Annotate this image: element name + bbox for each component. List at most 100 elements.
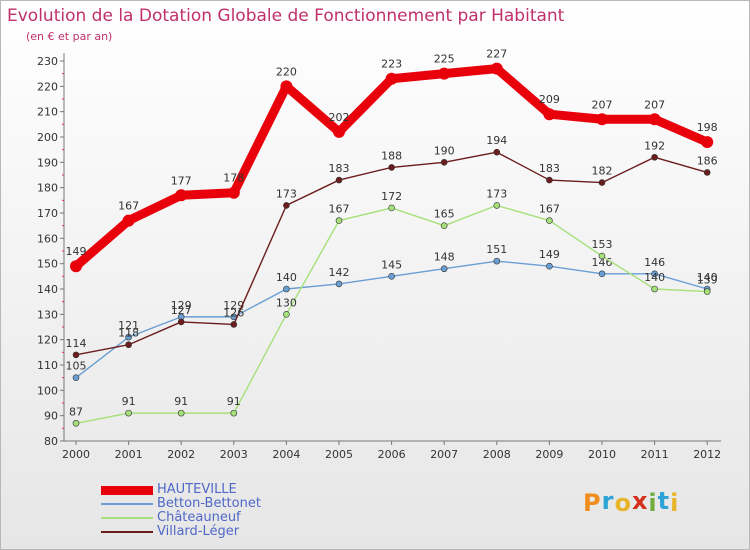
data-point [703,169,711,176]
logo-letter: i [670,489,680,517]
data-point [125,409,132,417]
legend-swatch [101,486,153,495]
y-tick-label: 130 [37,308,58,321]
data-label: 225 [434,53,455,66]
chart-subtitle: (en € et par an) [26,30,113,43]
data-point [546,217,553,224]
data-point [598,252,606,260]
y-tick-label: 140 [37,283,58,296]
data-label: 91 [122,395,136,408]
proxiti-logo: Proxiti [583,487,680,517]
data-point [493,202,501,209]
data-label: 227 [486,48,507,61]
data-label: 121 [118,319,139,332]
data-label: 130 [276,296,297,309]
data-point [385,72,398,85]
x-tick-label: 2006 [378,448,406,461]
y-tick-label: 80 [44,435,58,448]
y-tick-label: 210 [37,106,58,119]
data-point [388,164,395,171]
data-label: 165 [434,208,455,221]
data-label: 178 [223,172,244,185]
data-label: 149 [66,245,87,258]
data-label: 194 [486,134,507,147]
data-label: 91 [227,395,241,408]
x-tick-label: 2011 [641,448,669,461]
logo-letter: x [631,487,649,515]
data-label: 129 [223,299,244,312]
data-point [648,113,661,126]
data-point [703,288,711,295]
data-point [438,67,451,80]
logo-letter: r [601,487,615,515]
data-label: 149 [539,248,560,261]
data-point [283,285,290,293]
x-tick-label: 2010 [588,448,616,461]
data-point [335,280,343,288]
data-point [333,125,345,138]
data-label: 183 [539,162,560,175]
data-label: 186 [697,154,718,167]
data-point [490,62,503,75]
data-label: 177 [171,174,192,187]
data-label: 129 [171,299,192,312]
data-label: 167 [118,200,139,213]
data-point [493,257,501,265]
data-label: 172 [381,190,402,203]
data-point [175,189,188,202]
legend-label: Châteauneuf [157,510,241,525]
data-point [283,202,290,209]
legend-swatch [101,503,153,505]
data-point [651,153,658,161]
x-tick-label: 2002 [167,448,195,461]
x-tick-label: 2008 [483,448,511,461]
data-label: 198 [697,121,718,134]
data-point [280,80,293,93]
logo-letter: o [614,489,632,517]
x-tick-label: 2000 [62,448,90,461]
x-tick-label: 2005 [325,448,353,461]
data-point [177,409,185,417]
data-label: 140 [644,271,665,284]
data-point [543,108,556,121]
series-hauteville: 149 167 177 178 220 202 223 225 227 209 207 207 198 [66,48,718,273]
x-tick-label: 2001 [115,448,143,461]
data-label: 139 [697,274,718,287]
data-label: 146 [644,256,665,269]
data-label: 183 [329,162,350,175]
y-tick-label: 200 [37,131,58,144]
y-tick-label: 160 [37,232,58,245]
data-point [493,148,501,156]
x-tick-label: 2009 [535,448,563,461]
data-point [598,179,606,186]
data-point [546,262,553,270]
y-tick-label: 180 [37,182,58,195]
data-point [122,214,135,227]
data-label: 148 [434,251,455,264]
data-label: 173 [276,187,297,200]
data-label: 190 [434,144,455,157]
data-point [230,409,238,417]
data-label: 153 [592,238,613,251]
data-point [388,273,395,280]
data-label: 151 [486,243,507,256]
data-label: 87 [69,405,83,418]
data-label: 207 [644,98,665,111]
data-point [388,204,395,212]
data-label: 142 [329,266,350,279]
data-label: 127 [171,304,192,317]
x-tick-label: 2003 [220,448,248,461]
x-tick-label: 2007 [430,448,458,461]
data-point [125,333,132,341]
data-point [283,311,290,318]
data-point [335,217,343,224]
data-point [440,265,448,273]
data-label: 167 [539,203,560,216]
chart-title: Evolution de la Dotation Globale de Fonc… [7,6,565,26]
x-tick-label: 2012 [693,448,721,461]
data-point [546,176,553,184]
